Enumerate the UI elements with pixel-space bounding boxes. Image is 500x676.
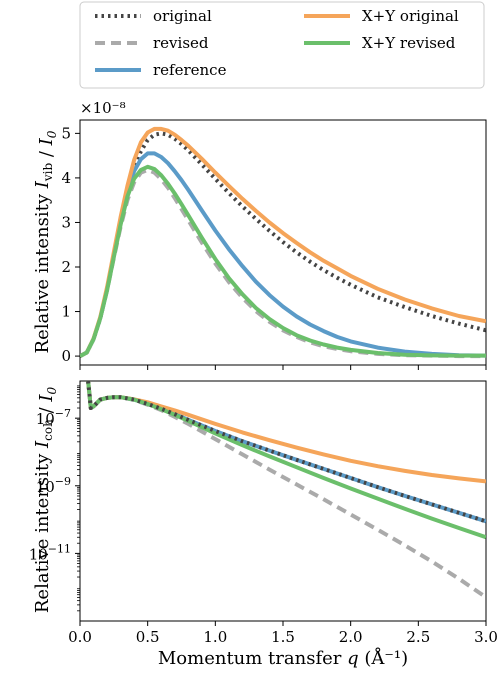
bottom-panel: 10−11 10−9 10−7 0.0 0.5 1.0 1.5 2.0 2.5 3.0 Rela… bbox=[29, 380, 498, 669]
legend-item-x-y-revised: X+Y revised bbox=[304, 34, 456, 52]
bottom-x-tick-label: 2.0 bbox=[339, 628, 363, 646]
legend: original revised reference X+Y original X+Y … bbox=[79, 1, 485, 89]
legend-item-x-y-original: X+Y original bbox=[304, 7, 459, 25]
legend-item-reference: reference bbox=[95, 61, 227, 79]
top-panel: 0 1 2 3 4 5 ×10⁻⁸ Relative intensity Ivib / I… bbox=[32, 99, 487, 370]
bottom-x-tick-label: 0.0 bbox=[68, 628, 92, 646]
legend-label: original bbox=[153, 7, 212, 25]
legend-label: X+Y revised bbox=[362, 34, 456, 52]
bottom-series-lines bbox=[86, 381, 486, 599]
legend-label: revised bbox=[153, 34, 209, 52]
legend-label: X+Y original bbox=[362, 7, 459, 25]
legend-box bbox=[79, 1, 485, 89]
bottom-y-tick-label: 10−11 bbox=[29, 542, 71, 563]
top-y-scale-note: ×10⁻⁸ bbox=[80, 99, 126, 117]
bottom-x-tick-label: 3.0 bbox=[474, 628, 498, 646]
bottom-y-tick-label: 10−7 bbox=[36, 407, 71, 428]
top-y-tick-label: 5 bbox=[61, 124, 71, 142]
bottom-x-tick-label: 1.5 bbox=[271, 628, 295, 646]
top-y-tick-label: 0 bbox=[61, 347, 71, 365]
bottom-line-x-y-revised bbox=[86, 381, 486, 540]
bottom-line-x-y-original bbox=[86, 381, 486, 484]
legend-item-revised: revised bbox=[95, 34, 209, 52]
top-y-axis-label: Relative intensity Ivib / I0 bbox=[32, 130, 59, 353]
bottom-line-original bbox=[86, 381, 486, 524]
top-y-tick-label: 2 bbox=[61, 258, 71, 276]
bottom-x-tick-label: 0.5 bbox=[136, 628, 160, 646]
legend-label: reference bbox=[153, 61, 227, 79]
top-series-lines bbox=[80, 126, 486, 359]
bottom-x-ticks: 0.0 0.5 1.0 1.5 2.0 2.5 3.0 bbox=[68, 621, 498, 646]
bottom-y-axis-label: Relative intensity Icoh / I0 bbox=[32, 387, 59, 614]
top-y-tick-label: 4 bbox=[61, 169, 71, 187]
bottom-x-tick-label: 2.5 bbox=[406, 628, 430, 646]
bottom-line-revised bbox=[86, 381, 486, 599]
top-line-original bbox=[80, 131, 486, 358]
bottom-y-tick-label: 10−9 bbox=[36, 475, 71, 496]
top-y-ticks: 0 1 2 3 4 5 bbox=[61, 124, 80, 365]
top-y-tick-label: 1 bbox=[61, 303, 71, 321]
top-x-ticks bbox=[79, 365, 487, 370]
top-line-x-y-revised bbox=[80, 164, 486, 358]
bottom-y-ticks: 10−11 10−9 10−7 bbox=[29, 385, 80, 612]
x-axis-label: Momentum transfer q (Å⁻¹) bbox=[158, 647, 408, 669]
bottom-x-tick-label: 1.0 bbox=[203, 628, 227, 646]
legend-item-original: original bbox=[95, 7, 212, 25]
top-y-tick-label: 3 bbox=[61, 213, 71, 231]
